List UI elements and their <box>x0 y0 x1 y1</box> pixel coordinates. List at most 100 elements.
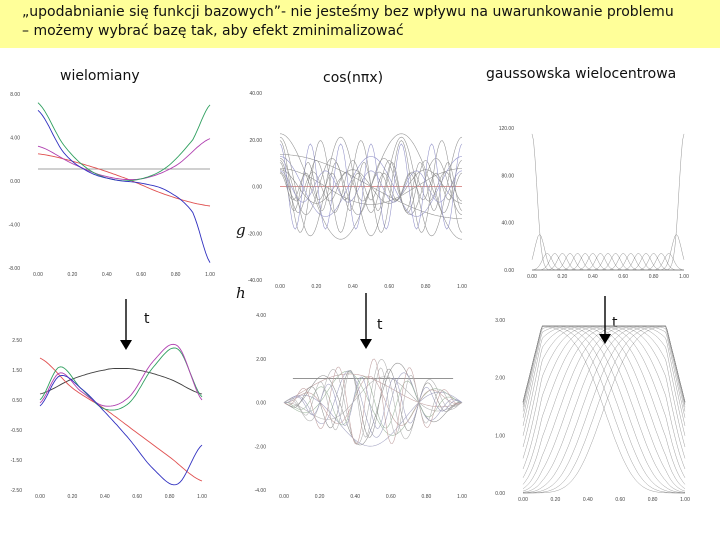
y-tick-label: 0.00 <box>256 401 266 407</box>
series-line <box>279 172 463 201</box>
y-tick-label: -2.50 <box>11 488 23 494</box>
x-tick-label: 0.20 <box>315 494 325 500</box>
series-line <box>532 253 684 271</box>
x-tick-label: 0.40 <box>348 284 358 290</box>
series-line <box>523 325 686 494</box>
x-tick-label: 0.20 <box>551 497 561 503</box>
series-line <box>283 376 463 426</box>
series-line <box>532 253 684 271</box>
chart-poly-bottom: 0.00 0.20 0.40 0.60 0.80 1.00 2.50 1.50 0.50 -0.5… <box>11 338 207 500</box>
series-line <box>532 253 684 271</box>
y-tick-label: 0.00 <box>495 491 505 497</box>
series-line <box>522 325 686 448</box>
series-line <box>283 367 463 438</box>
x-tick-label: 0.40 <box>350 494 360 500</box>
series-line <box>283 371 463 436</box>
label-cosine: cos(nπx) <box>323 70 384 86</box>
series-line <box>39 374 203 486</box>
series-line <box>37 153 211 207</box>
series-line <box>283 359 463 445</box>
x-tick-label: 0.80 <box>171 272 181 278</box>
y-tick-label: 3.00 <box>495 318 505 324</box>
x-tick-label: 1.00 <box>680 497 690 503</box>
label-g: g <box>236 221 246 239</box>
label-h: h <box>236 284 246 302</box>
x-tick-label: 0.40 <box>100 494 110 500</box>
x-tick-label: 0.80 <box>422 494 432 500</box>
series-line <box>532 253 685 271</box>
banner-line-2: – możemy wybrać bazę tak, aby efekt zmin… <box>22 23 404 39</box>
x-tick-label: 0.80 <box>648 497 658 503</box>
x-tick-label: 0.40 <box>583 497 593 503</box>
series-line <box>283 376 463 430</box>
x-tick-label: 0.20 <box>68 272 78 278</box>
x-tick-label: 0.40 <box>102 272 112 278</box>
x-tick-label: 0.60 <box>136 272 146 278</box>
series-line <box>532 253 684 271</box>
y-tick-label: 4.00 <box>10 136 20 142</box>
series-line <box>532 253 684 271</box>
arrow-right <box>599 296 611 344</box>
series-line <box>283 368 463 438</box>
series-line <box>39 343 203 407</box>
y-tick-label: -1.50 <box>11 458 23 464</box>
y-tick-label: 0.50 <box>12 398 22 404</box>
series-line <box>279 170 463 203</box>
label-polynomials: wielomiany <box>60 68 140 84</box>
label-t-left: t <box>144 311 150 327</box>
y-tick-label: 120.00 <box>499 126 515 132</box>
series-line <box>522 325 686 489</box>
x-tick-label: 0.00 <box>279 494 289 500</box>
series-line <box>532 253 684 271</box>
series-line <box>532 253 684 271</box>
y-tick-label: -20.00 <box>248 231 262 237</box>
series-line <box>39 357 203 482</box>
series-line <box>283 362 463 446</box>
chart-poly-top: 0.00 0.20 0.40 0.60 0.80 1.00 8.00 4.00 0.00 -4.0… <box>9 92 215 278</box>
series-line <box>532 253 684 271</box>
series-line <box>522 325 686 470</box>
y-tick-label: 2.00 <box>495 376 505 382</box>
series-line <box>522 325 686 489</box>
series-line <box>523 325 686 494</box>
series-line <box>522 325 686 470</box>
x-tick-label: 0.00 <box>518 497 528 503</box>
x-tick-label: 0.20 <box>558 274 568 280</box>
x-tick-label: 0.60 <box>384 284 394 290</box>
series-line <box>279 156 463 217</box>
y-tick-label: -2.00 <box>255 444 267 450</box>
y-tick-label: 0.00 <box>10 179 20 185</box>
x-tick-label: 0.60 <box>618 274 628 280</box>
y-tick-label: 1.00 <box>495 433 505 439</box>
series-line <box>37 109 211 263</box>
y-tick-label: 20.00 <box>249 138 262 144</box>
y-tick-label: 2.00 <box>256 357 266 363</box>
series-line <box>283 370 463 438</box>
series-line <box>522 325 686 485</box>
y-tick-label: 4.00 <box>256 313 266 319</box>
y-tick-label: -4.00 <box>255 488 267 494</box>
series-line <box>522 325 686 459</box>
x-tick-label: 0.60 <box>615 497 625 503</box>
series-line <box>279 136 463 237</box>
x-tick-label: 0.00 <box>527 274 537 280</box>
x-tick-label: 0.60 <box>132 494 142 500</box>
series-line <box>532 253 684 271</box>
banner-line-1: „upodabnianie się funkcji bazowych”- nie… <box>22 4 674 20</box>
y-tick-label: 0.00 <box>504 268 514 274</box>
x-tick-label: 0.20 <box>68 494 78 500</box>
x-tick-label: 0.80 <box>421 284 431 290</box>
y-tick-label: 80.00 <box>501 173 514 179</box>
chart-cos-bottom: 0.00 0.20 0.40 0.60 0.80 1.00 4.00 2.00 0.00 -2.0… <box>255 313 467 500</box>
series-line <box>532 253 684 271</box>
series-line <box>39 368 203 395</box>
series-line <box>283 376 463 429</box>
y-tick-label: -8.00 <box>9 266 21 272</box>
chart-gauss-top: 0.00 0.20 0.40 0.60 0.80 1.00 120.00 80.00 40.00… <box>499 126 689 280</box>
series-line <box>279 161 463 212</box>
series-line <box>279 168 463 205</box>
series-line <box>532 234 685 271</box>
x-tick-label: 1.00 <box>205 272 215 278</box>
label-t-right: t <box>612 315 618 331</box>
